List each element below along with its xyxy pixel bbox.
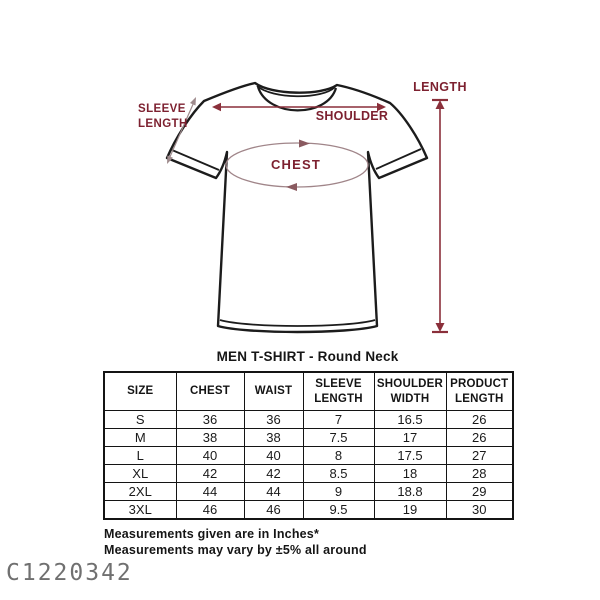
note-line-2: Measurements may vary by ±5% all around [104, 542, 367, 557]
table-cell: 27 [445, 446, 514, 465]
collar-neckline [256, 86, 338, 112]
header-sleeve-length: SLEEVE LENGTH [302, 371, 375, 411]
chest-label: CHEST [271, 157, 321, 172]
table-cell: 18 [373, 464, 447, 483]
table-row: 2XL 44 44 9 18.8 29 [103, 482, 514, 501]
table-cell: 7 [302, 410, 375, 429]
table-cell: 36 [175, 410, 245, 429]
right-cuff-line [375, 148, 422, 170]
table-cell: 17 [373, 428, 447, 447]
table-cell: 26 [445, 410, 514, 429]
table-cell: M [103, 428, 177, 447]
table-cell: 8.5 [302, 464, 375, 483]
left-cuff-line [171, 149, 220, 171]
header-product-length: PRODUCT LENGTH [445, 371, 514, 411]
table-cell: 38 [243, 428, 304, 447]
table-cell: 8 [302, 446, 375, 465]
table-cell: 19 [373, 500, 447, 520]
tshirt-diagram: SLEEVE LENGTH SHOULDER CHEST LENGTH [138, 80, 467, 334]
chest-ellipse [225, 139, 369, 191]
tshirt-outline [165, 81, 429, 334]
header-row: SIZE CHEST WAIST SLEEVE LENGTH SHOULDER … [103, 371, 514, 411]
chest-arrow-left [286, 183, 297, 191]
table-cell: 7.5 [302, 428, 375, 447]
table-cell: 29 [445, 482, 514, 501]
table-cell: 2XL [103, 482, 177, 501]
table-cell: 9.5 [302, 500, 375, 520]
length-arrow [432, 98, 448, 334]
length-label: LENGTH [413, 80, 467, 94]
size-table-header: SIZE CHEST WAIST SLEEVE LENGTH SHOULDER … [103, 371, 514, 411]
table-cell: 42 [175, 464, 245, 483]
table-cell: S [103, 410, 177, 429]
hem-line [219, 319, 376, 327]
header-size: SIZE [103, 371, 177, 411]
table-cell: L [103, 446, 177, 465]
table-cell: 16.5 [373, 410, 447, 429]
sleeve-length-arrow [167, 97, 196, 164]
size-table: SIZE CHEST WAIST SLEEVE LENGTH SHOULDER … [103, 371, 514, 520]
table-cell: 46 [175, 500, 245, 520]
table-cell: 9 [302, 482, 375, 501]
table-row: M 38 38 7.5 17 26 [103, 428, 514, 447]
table-cell: 44 [243, 482, 304, 501]
table-cell: 46 [243, 500, 304, 520]
shoulder-arrow [212, 102, 386, 112]
table-cell: 3XL [103, 500, 177, 520]
chest-arrow-right [299, 139, 310, 148]
sleeve-length-label-line2: LENGTH [138, 118, 188, 130]
table-cell: XL [103, 464, 177, 483]
table-cell: 18.8 [373, 482, 447, 501]
table-cell: 40 [243, 446, 304, 465]
chart-title: MEN T-SHIRT - Round Neck [216, 349, 399, 364]
table-cell: 40 [175, 446, 245, 465]
table-row: XL 42 42 8.5 18 28 [103, 464, 514, 483]
header-waist: WAIST [243, 371, 304, 411]
header-shoulder-width: SHOULDER WIDTH [373, 371, 447, 411]
shoulder-label: SHOULDER [316, 109, 389, 123]
table-cell: 38 [175, 428, 245, 447]
collar-band-line [256, 85, 336, 98]
table-cell: 42 [243, 464, 304, 483]
header-chest: CHEST [175, 371, 245, 411]
table-cell: 30 [445, 500, 514, 520]
note-line-1: Measurements given are in Inches* [104, 527, 320, 541]
table-cell: 44 [175, 482, 245, 501]
table-row: S 36 36 7 16.5 26 [103, 410, 514, 429]
sleeve-length-label-line1: SLEEVE [138, 103, 186, 115]
table-row: 3XL 46 46 9.5 19 30 [103, 500, 514, 520]
watermark: C1220342 [6, 560, 133, 586]
notes: Measurements given are in Inches* Measur… [104, 527, 367, 558]
table-cell: 36 [243, 410, 304, 429]
table-cell: 17.5 [373, 446, 447, 465]
table-cell: 26 [445, 428, 514, 447]
table-row: L 40 40 8 17.5 27 [103, 446, 514, 465]
size-table-body: S 36 36 7 16.5 26 M 38 38 7.5 17 26 L 40 40 8 17.5 27 XL 42… [103, 410, 514, 520]
table-cell: 28 [445, 464, 514, 483]
